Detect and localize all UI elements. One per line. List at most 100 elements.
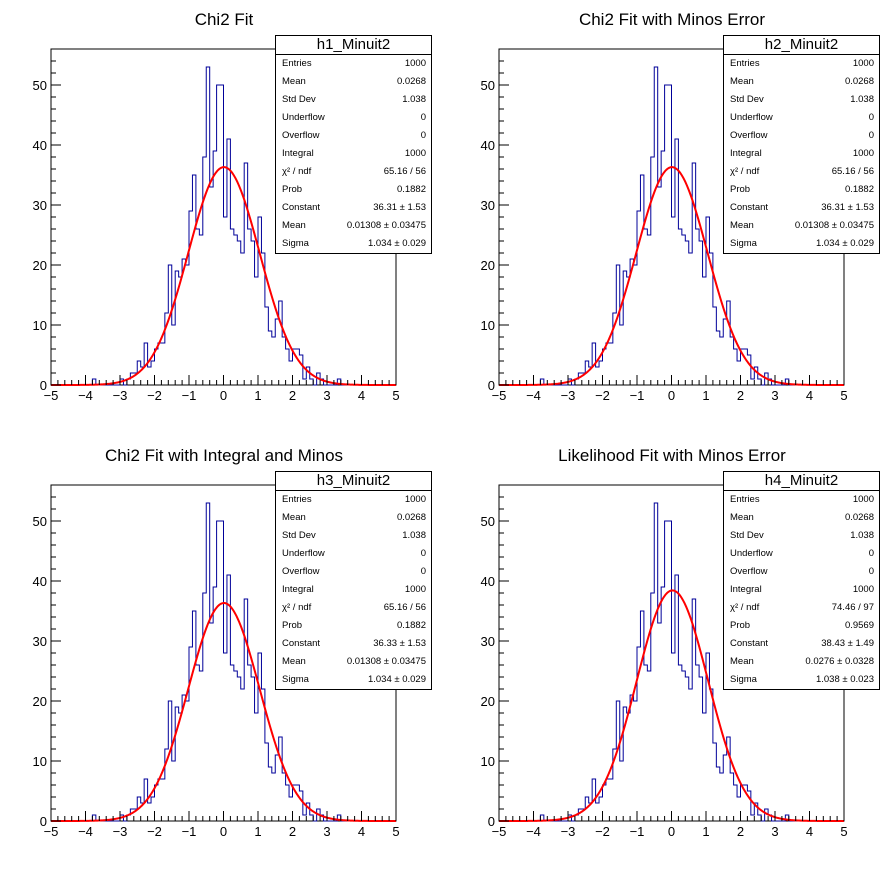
- stats-value: 1000: [404, 58, 426, 69]
- histogram-bin: [158, 343, 161, 385]
- y-tick-label: 0: [488, 378, 495, 393]
- stats-row: χ² / ndf 65.16 / 56: [724, 163, 879, 181]
- histogram-bin: [758, 815, 761, 821]
- stats-row: Mean 0.0268: [276, 509, 431, 527]
- histogram-bin: [606, 343, 609, 385]
- stats-value: 1.034 ± 0.029: [815, 238, 874, 249]
- stats-row: Underflow 0: [724, 109, 879, 127]
- x-tick-label: −2: [595, 824, 610, 839]
- histogram-bin: [251, 241, 254, 385]
- histogram-bin: [716, 767, 719, 821]
- x-tick-label: 0: [220, 824, 227, 839]
- histogram-bin: [310, 379, 313, 385]
- stats-value: 1.038: [402, 94, 426, 105]
- histogram-bin: [644, 665, 647, 821]
- histogram-bin: [616, 701, 619, 821]
- stats-label: Std Dev: [730, 94, 764, 105]
- histogram-bin: [665, 521, 668, 821]
- histogram-bin: [199, 235, 202, 385]
- stats-value: 1.034 ± 0.029: [367, 674, 426, 685]
- histogram-bin: [282, 337, 285, 385]
- histogram-bin: [251, 677, 254, 821]
- histogram-bin: [275, 319, 278, 385]
- x-tick-label: −5: [492, 824, 507, 839]
- histogram-bin: [182, 259, 185, 385]
- pad-1: −5 −4 −3 −2 −1 0 1 2 3 4 5 0 10 20 30 40 50 Chi2 Fit h1_…: [0, 0, 448, 436]
- histogram-bin: [640, 175, 643, 385]
- histogram-bin: [234, 235, 237, 385]
- stats-row: Mean 0.0268: [724, 73, 879, 91]
- histogram-bin: [627, 277, 630, 385]
- stats-label: χ² / ndf: [282, 166, 312, 177]
- plot-title: Chi2 Fit with Integral and Minos: [104, 446, 344, 465]
- histogram-bin: [616, 265, 619, 385]
- x-tick-label: 4: [806, 824, 813, 839]
- stats-box-title: h1_Minuit2: [276, 36, 431, 55]
- y-tick-label: 10: [481, 318, 495, 333]
- histogram-bin: [699, 677, 702, 821]
- histogram-bin: [196, 229, 199, 385]
- histogram-bin: [644, 229, 647, 385]
- stats-value: 36.33 ± 1.53: [373, 638, 426, 649]
- stats-label: Integral: [282, 584, 314, 595]
- histogram-bin: [168, 265, 171, 385]
- y-tick-label: 10: [33, 754, 47, 769]
- stats-label: χ² / ndf: [282, 602, 312, 613]
- stats-value: 1.038 ± 0.023: [815, 674, 874, 685]
- histogram-bin: [668, 85, 671, 385]
- histogram-bin: [148, 367, 151, 385]
- histogram-bin: [282, 773, 285, 821]
- histogram-bin: [265, 743, 268, 821]
- stats-value: 38.43 ± 1.49: [821, 638, 874, 649]
- x-tick-label: 1: [254, 824, 261, 839]
- y-tick-label: 30: [33, 634, 47, 649]
- histogram-bin: [217, 85, 220, 385]
- x-tick-label: −4: [526, 824, 541, 839]
- histogram-bin: [737, 361, 740, 385]
- x-tick-label: −4: [78, 824, 93, 839]
- stats-row: Constant 36.31 ± 1.53: [724, 199, 879, 217]
- x-tick-label: 3: [771, 388, 778, 403]
- y-tick-label: 0: [488, 814, 495, 829]
- stats-value: 1000: [404, 148, 426, 159]
- histogram-bin: [227, 575, 230, 821]
- stats-row: Overflow 0: [724, 563, 879, 581]
- stats-label: Integral: [730, 584, 762, 595]
- stats-row: Prob 0.1882: [724, 181, 879, 199]
- stats-value: 0.0268: [396, 76, 426, 87]
- stats-label: Overflow: [730, 130, 768, 141]
- stats-label: Overflow: [282, 566, 320, 577]
- stats-row: Mean 0.0276 ± 0.0328: [724, 653, 879, 671]
- histogram-bin: [678, 229, 681, 385]
- x-tick-label: −1: [182, 824, 197, 839]
- histogram-bin: [709, 689, 712, 821]
- stats-value: 0.0268: [844, 76, 874, 87]
- histogram-bin: [213, 151, 216, 385]
- stats-label: Constant: [282, 638, 321, 649]
- stats-value: 0: [868, 548, 874, 559]
- stats-box: h2_Minuit2 Entries 1000 Mean 0.0268 Std Dev 1.…: [723, 35, 880, 254]
- stats-value: 0: [868, 112, 874, 123]
- histogram-bin: [672, 653, 675, 821]
- histogram-bin: [599, 361, 602, 385]
- y-tick-label: 20: [481, 258, 495, 273]
- histogram-bin: [720, 337, 723, 385]
- histogram-bin: [596, 803, 599, 821]
- stats-value: 36.31 ± 1.53: [821, 202, 874, 213]
- x-tick-label: 5: [392, 388, 399, 403]
- histogram-bin: [672, 217, 675, 385]
- fit-curve: [51, 166, 396, 386]
- stats-row: Entries 1000: [724, 55, 879, 73]
- y-tick-label: 50: [33, 78, 47, 93]
- histogram-bin: [723, 319, 726, 385]
- histogram-bin: [130, 809, 133, 821]
- stats-row: Prob 0.1882: [276, 617, 431, 635]
- histogram-bin: [730, 337, 733, 385]
- histogram-bin: [186, 265, 189, 385]
- stats-label: Mean: [730, 76, 754, 87]
- histogram-bin: [272, 773, 275, 821]
- histogram-bin: [737, 797, 740, 821]
- stats-value: 0: [420, 112, 426, 123]
- x-tick-label: −2: [147, 824, 162, 839]
